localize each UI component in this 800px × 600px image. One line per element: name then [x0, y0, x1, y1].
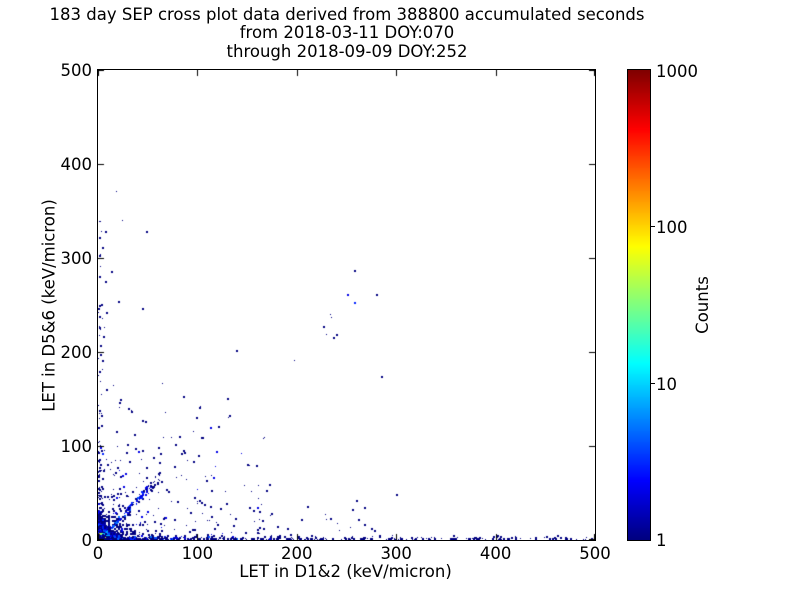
- y-tick-label: 300: [60, 249, 93, 268]
- y-axis-label: LET in D5&6 (keV/micron): [39, 199, 59, 412]
- colorbar-label: Counts: [693, 276, 712, 334]
- scatter-canvas: [98, 70, 595, 540]
- colorbar-tick-label: 10: [656, 374, 677, 394]
- colorbar: [627, 69, 651, 541]
- title-line-1: 183 day SEP cross plot data derived from…: [49, 5, 645, 24]
- colorbar-tick-mark: [650, 383, 655, 384]
- colorbar-tick-label: 100: [656, 218, 688, 238]
- chart-title: 183 day SEP cross plot data derived from…: [0, 5, 694, 61]
- title-line-3: through 2018-09-09 DOY:252: [226, 41, 468, 61]
- x-tick-label: 400: [479, 544, 512, 563]
- colorbar-tick-label: 1000: [656, 62, 698, 81]
- y-tick-label: 400: [60, 155, 93, 174]
- x-tick-label: 100: [181, 544, 214, 563]
- y-tick-label: 100: [60, 437, 93, 456]
- x-axis-label: LET in D1&2 (keV/micron): [239, 562, 452, 581]
- y-tick-label: 0: [81, 531, 93, 550]
- x-tick-label: 300: [380, 544, 412, 563]
- x-tick-label: 500: [579, 544, 611, 563]
- y-tick-label: 500: [60, 61, 93, 80]
- colorbar-gradient: [628, 70, 650, 540]
- colorbar-tick-mark: [650, 226, 655, 227]
- colorbar-tick-label: 1: [656, 531, 667, 550]
- y-tick-label: 200: [60, 343, 93, 362]
- x-tick-label: 0: [92, 544, 104, 563]
- x-tick-label: 200: [281, 544, 313, 563]
- title-line-2: from 2018-03-11 DOY:070: [239, 23, 455, 43]
- plot-area: [97, 69, 596, 541]
